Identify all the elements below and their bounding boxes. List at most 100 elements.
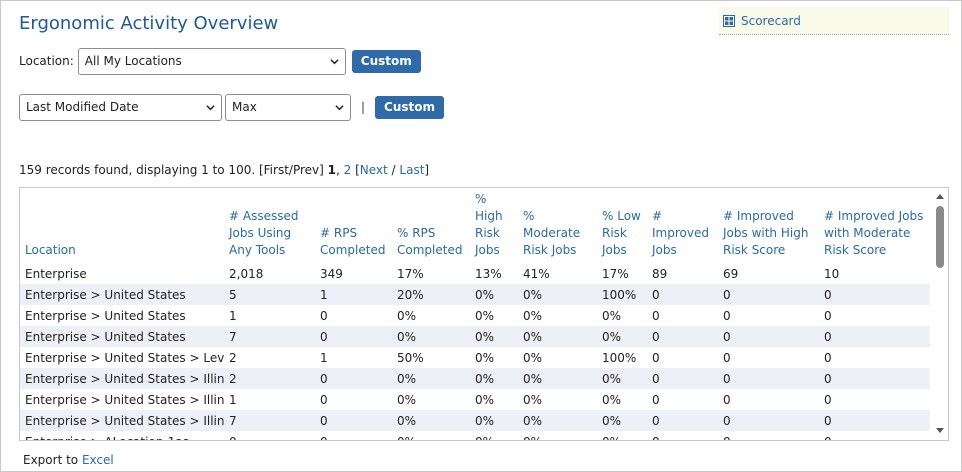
value-cell: 0%	[523, 392, 543, 407]
col-header[interactable]: # Improved Jobs	[652, 209, 709, 257]
col-header[interactable]: % Moderate Risk Jobs	[523, 209, 581, 257]
value-cell: 0	[647, 431, 718, 441]
value-cell: 0	[723, 308, 731, 323]
page-2-link[interactable]: 2	[343, 163, 352, 177]
value-cell: 89	[652, 266, 668, 281]
value-cell: 0%	[475, 308, 495, 323]
next-link[interactable]: Next	[359, 163, 388, 177]
scorecard-panel: Scorecard	[719, 7, 949, 35]
value-cell: 0	[652, 392, 660, 407]
export-label: Export to	[23, 453, 82, 467]
records-summary: 159 records found, displaying 1 to 100. …	[19, 163, 429, 177]
value-cell: 0	[224, 431, 315, 441]
value-cell: 0%	[597, 431, 647, 441]
value-cell: 0	[718, 284, 819, 305]
value-cell: 0	[718, 431, 819, 441]
col-header[interactable]: # Improved Jobs with High Risk Score	[723, 209, 809, 257]
results-table: Location # Assessed Jobs Using Any Tools…	[20, 188, 930, 440]
value-cell: 0%	[523, 350, 543, 365]
col-header[interactable]: # Assessed Jobs Using Any Tools	[229, 209, 299, 257]
value-cell: 5	[224, 284, 315, 305]
date-field-select[interactable]: Last Modified Date	[19, 93, 222, 121]
date-range-select[interactable]: Max	[225, 93, 351, 121]
value-cell: 0%	[392, 431, 470, 441]
location-select[interactable]: All My Locations	[77, 47, 346, 75]
value-cell: 10	[824, 266, 840, 281]
col-header[interactable]: # Improved Jobs with Moderate Risk Score	[824, 209, 924, 257]
col-header[interactable]: Location	[25, 243, 76, 257]
filter-separator: |	[361, 100, 366, 114]
value-cell: 2	[224, 368, 315, 389]
value-cell: 0	[824, 392, 832, 407]
vertical-scrollbar[interactable]	[932, 188, 948, 440]
value-cell: 0%	[518, 284, 597, 305]
location-cell: Enterprise	[25, 266, 87, 281]
value-cell: 0	[819, 326, 930, 347]
value-cell: 0	[315, 326, 392, 347]
value-cell: 41%	[523, 266, 550, 281]
value-cell: 0%	[470, 410, 518, 431]
value-cell: 0%	[523, 308, 543, 323]
value-cell: 0	[723, 392, 731, 407]
col-header[interactable]: % Low Risk Jobs	[602, 209, 641, 257]
value-cell: 1	[320, 350, 328, 365]
table-header-row: Location # Assessed Jobs Using Any Tools…	[20, 188, 930, 263]
value-cell: 0%	[597, 368, 647, 389]
value-cell: 0	[718, 410, 819, 431]
current-page: 1	[327, 163, 336, 177]
pager-open-bracket: [	[351, 163, 360, 177]
table-row: Enterprise > ALocation-1aa000%0%0%0%000	[20, 431, 930, 441]
value-cell: 100%	[597, 284, 647, 305]
last-link[interactable]: Last	[399, 163, 425, 177]
location-cell: Enterprise > United States > Illinois	[20, 410, 224, 431]
location-label: Location:	[19, 54, 74, 68]
value-cell: 0	[647, 368, 718, 389]
table-row: Enterprise > United States > Illinois 2 0 0…	[20, 368, 930, 389]
pager-comma: ,	[335, 163, 344, 177]
value-cell: 0%	[597, 410, 647, 431]
value-cell: 0	[320, 392, 328, 407]
col-header[interactable]: % RPS Completed	[397, 226, 463, 257]
value-cell: 7	[224, 410, 315, 431]
value-cell: 0	[315, 431, 392, 441]
export-excel-link[interactable]: Excel	[81, 453, 114, 467]
location-cell: Enterprise > ALocation-1aa	[20, 431, 224, 441]
location-cell: Enterprise > United States > Illinois	[25, 392, 224, 407]
location-cell: Enterprise > United States	[20, 326, 224, 347]
date-custom-button[interactable]: Custom	[375, 95, 445, 119]
value-cell: 349	[320, 266, 343, 281]
table-row: Enterprise 2,018 349 17% 13% 41% 17% 89 69 10	[20, 263, 930, 284]
location-cell: Enterprise > United States	[20, 284, 224, 305]
table-row: Enterprise > United States > Level1 2 1 50%…	[20, 347, 930, 368]
page-title: Ergonomic Activity Overview	[19, 13, 279, 34]
location-custom-button[interactable]: Custom	[351, 49, 421, 73]
table-row: Enterprise > United States 7 0 0% 0% 0% 0% 0 0 0	[20, 326, 930, 347]
table-row: Enterprise > United States 1 0 0% 0% 0% 0% 0 0 0	[20, 305, 930, 326]
value-cell: 0	[819, 284, 930, 305]
arrow-up-icon[interactable]	[936, 193, 944, 199]
col-header[interactable]: % High Risk Jobs	[475, 192, 503, 257]
location-cell: Enterprise > United States > Illinois	[20, 368, 224, 389]
scorecard-link[interactable]: Scorecard	[741, 13, 801, 28]
col-header[interactable]: # RPS Completed	[320, 226, 386, 257]
arrow-down-icon[interactable]	[936, 428, 944, 434]
value-cell: 17%	[602, 266, 629, 281]
value-cell: 0	[819, 410, 930, 431]
value-cell: 0%	[602, 308, 622, 323]
value-cell: 0%	[397, 392, 417, 407]
pager-close-bracket: ]	[424, 163, 430, 177]
value-cell: 0%	[392, 368, 470, 389]
value-cell: 0%	[397, 308, 417, 323]
value-cell: 0%	[470, 326, 518, 347]
grid-viewport: Location # Assessed Jobs Using Any Tools…	[20, 188, 932, 440]
value-cell: 0%	[602, 392, 622, 407]
table-row: Enterprise > United States > Illinois 7 0 0…	[20, 410, 930, 431]
value-cell: 0	[647, 410, 718, 431]
value-cell: 0	[824, 308, 832, 323]
value-cell: 0	[819, 431, 930, 441]
scrollbar-thumb[interactable]	[936, 206, 944, 268]
results-grid: Location # Assessed Jobs Using Any Tools…	[19, 187, 949, 441]
value-cell: 0%	[518, 431, 597, 441]
location-cell: Enterprise > United States	[25, 308, 186, 323]
